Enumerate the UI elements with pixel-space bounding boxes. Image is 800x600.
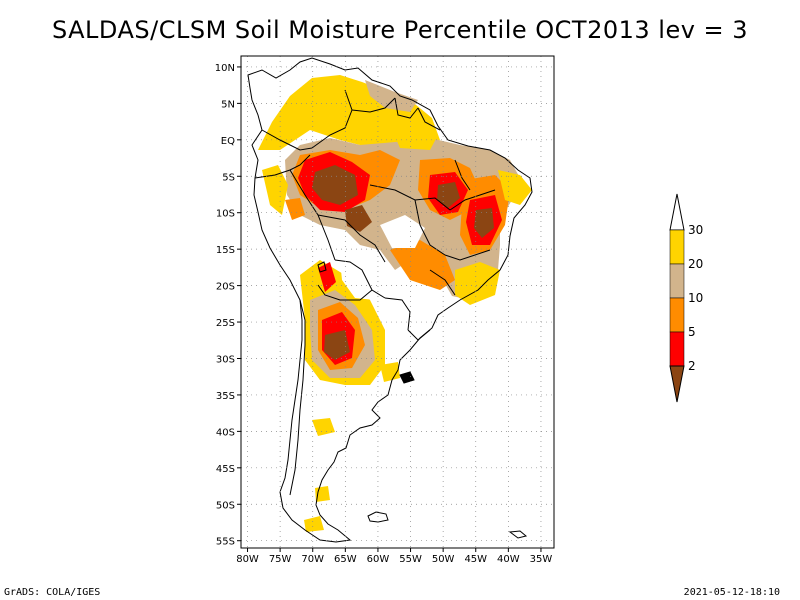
lon-tick-label: 80W — [236, 554, 259, 565]
legend-swatch — [669, 263, 685, 299]
country-border — [454, 159, 471, 191]
lat-tick-label: 45S — [216, 464, 235, 475]
lon-tick-label: 70W — [301, 554, 324, 565]
lon-tick-label: 75W — [269, 554, 292, 565]
map-title: SALDAS/CLSM Soil Moisture Percentile OCT… — [51, 16, 749, 44]
fill-region — [380, 215, 425, 248]
lon-tick-label: 60W — [367, 554, 390, 565]
lon-tick-label: 45W — [464, 554, 487, 565]
fill-region — [318, 262, 336, 292]
lon-tick-label: 35W — [530, 554, 553, 565]
legend-swatch — [669, 229, 685, 265]
fill-region — [365, 80, 418, 112]
lake-titicaca — [317, 261, 327, 273]
country-border — [351, 97, 396, 113]
lat-tick-label: 5S — [222, 172, 235, 183]
country-border — [317, 284, 373, 301]
fill-region — [262, 165, 288, 215]
country-border — [449, 189, 496, 211]
legend-level-label: 30 — [688, 223, 703, 237]
legend-top-arrow — [669, 193, 685, 231]
lat-tick-label: 15S — [216, 245, 235, 256]
fill-region — [390, 240, 455, 290]
graticule — [241, 56, 554, 548]
country-border — [394, 97, 419, 119]
color-legend: 30 20 10 5 2 — [669, 193, 703, 403]
country-border — [407, 329, 431, 341]
footer-credit: GrADS: COLA/IGES — [4, 587, 101, 598]
lon-tick-label: 65W — [334, 554, 357, 565]
fill-region — [312, 165, 358, 205]
fill-region — [304, 516, 324, 532]
legend-level-label: 10 — [688, 291, 703, 305]
fill-region — [455, 262, 500, 305]
country-border — [289, 299, 306, 496]
legend-swatch — [669, 331, 685, 367]
lat-tick-label: 25S — [216, 318, 235, 329]
island — [508, 530, 528, 539]
country-border — [384, 297, 411, 331]
legend-swatch — [669, 297, 685, 333]
country-border — [317, 214, 386, 263]
legend-level-label: 20 — [688, 257, 703, 271]
lat-tick-label: 10N — [215, 63, 235, 74]
map-border — [240, 55, 555, 549]
country-border — [414, 199, 446, 256]
lat-tick-label: 5N — [221, 99, 235, 110]
lat-tick-label: 20S — [216, 282, 235, 293]
country-border — [311, 89, 353, 149]
fill-region — [390, 118, 438, 150]
fill-region — [345, 205, 372, 232]
lat-tick-label: 35S — [216, 391, 235, 402]
lon-tick-label: 55W — [399, 554, 422, 565]
falkland-islands — [367, 511, 389, 523]
lat-tick-label: EQ — [221, 136, 235, 147]
footer-timestamp: 2021-05-12-18:10 — [683, 587, 780, 598]
percentile-fill-layer — [258, 75, 532, 532]
lon-tick-label: 50W — [432, 554, 455, 565]
legend-level-label: 5 — [688, 325, 696, 339]
fill-region — [285, 198, 305, 220]
fill-region — [498, 170, 532, 205]
lat-tick-label: 40S — [216, 427, 235, 438]
country-border — [429, 269, 456, 296]
fill-region — [312, 418, 335, 436]
lagoa-dos-patos — [399, 371, 415, 384]
country-border — [417, 107, 441, 131]
lat-tick-label: 30S — [216, 354, 235, 365]
lat-tick-label: 50S — [216, 500, 235, 511]
lat-tick-label: 55S — [216, 537, 235, 548]
lon-tick-label: 40W — [497, 554, 520, 565]
fill-region — [437, 182, 460, 208]
map-frame: 10N 5N EQ 5S 10S 15S 20S 25S 30S 35S 40S 45S 50S 55S8… — [215, 55, 555, 565]
legend-bottom-arrow — [669, 365, 685, 403]
fill-region — [380, 362, 400, 382]
fill-region — [324, 330, 350, 360]
country-border — [444, 249, 491, 261]
fill-region — [474, 208, 494, 238]
country-border — [261, 129, 313, 151]
legend-level-label: 2 — [688, 359, 696, 373]
lat-tick-label: 10S — [216, 209, 235, 220]
